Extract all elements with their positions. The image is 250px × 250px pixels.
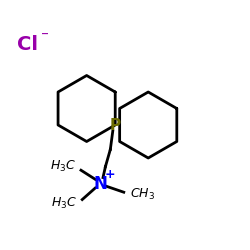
- Text: ⁻: ⁻: [41, 30, 49, 45]
- Text: $H_3C$: $H_3C$: [51, 196, 77, 211]
- Text: +: +: [104, 168, 115, 181]
- Text: $H_3C$: $H_3C$: [50, 159, 76, 174]
- Text: $CH_3$: $CH_3$: [130, 187, 155, 202]
- Text: P: P: [110, 118, 121, 132]
- Text: Cl: Cl: [18, 35, 38, 54]
- Text: N: N: [94, 175, 108, 193]
